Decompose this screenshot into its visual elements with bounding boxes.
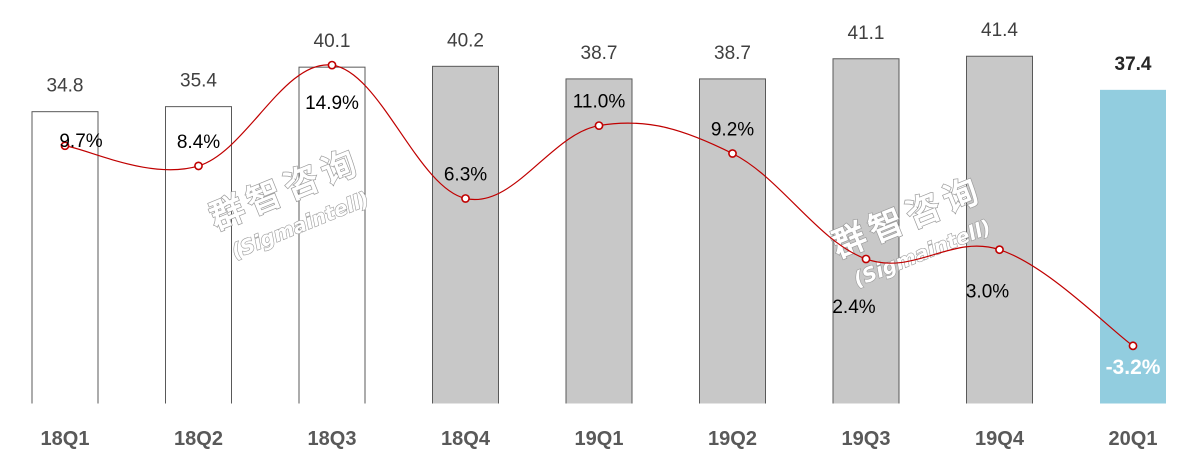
bar-19Q1 [565,78,633,405]
bar-value-label-18Q2: 35.4 [180,71,217,92]
category-label-19Q3: 19Q3 [842,428,891,450]
bar-value-label-18Q3: 40.1 [314,31,351,52]
bar-19Q4 [966,55,1033,405]
growth-marker-18Q2 [194,161,203,171]
bar-18Q1 [31,111,99,405]
growth-rate-markers [60,60,1138,351]
category-labels: 18Q1 18Q2 18Q3 18Q4 19Q1 19Q2 19Q3 19Q4 20Q1 [41,428,1158,450]
bar-19Q2 [699,78,766,405]
growth-label-18Q1: 9.7% [59,131,102,152]
growth-marker-20Q1 [1128,341,1138,351]
bar-value-label-19Q2: 38.7 [714,43,751,64]
category-label-18Q3: 18Q3 [308,428,357,450]
growth-marker-18Q3 [327,60,337,70]
bar-value-label-18Q4: 40.2 [447,30,484,51]
growth-label-19Q2: 9.2% [711,120,754,141]
category-label-19Q2: 19Q2 [708,428,757,450]
bar-18Q3 [298,66,366,405]
bar-value-label-19Q4: 41.4 [981,20,1018,41]
growth-label-19Q1: 11.0% [573,92,626,113]
growth-marker-19Q1 [594,121,604,130]
growth-rate-line [64,64,1134,347]
growth-marker-18Q4 [461,194,470,203]
growth-marker-19Q2 [728,149,737,158]
bar-value-label-19Q3: 41.1 [848,23,885,44]
growth-label-18Q3: 14.9% [305,93,359,114]
growth-rate-labels: 9.7% 8.4% 14.9% 6.3% 11.0% 9.2% 2.4% 3.0% -3.2% [59,92,1160,379]
growth-label-19Q3: 2.4% [832,297,875,318]
category-label-19Q1: 19Q1 [575,428,624,450]
category-label-18Q4: 18Q4 [441,428,491,450]
category-label-19Q4: 19Q4 [975,428,1025,450]
bar-value-labels: 34.8 35.4 40.1 40.2 38.7 38.7 41.1 41.4 37.4 [47,20,1152,96]
growth-marker-19Q3 [861,254,871,264]
category-label-18Q2: 18Q2 [174,428,223,450]
bar-value-label-19Q1: 38.7 [581,43,618,64]
growth-label-18Q2: 8.4% [177,132,220,153]
growth-label-20Q1: -3.2% [1106,356,1161,379]
growth-label-18Q4: 6.3% [444,164,487,185]
bar-18Q2 [165,106,232,405]
bar-18Q4 [432,65,499,405]
bar-20Q1 [1100,89,1166,404]
bar-value-label-18Q1: 34.8 [47,76,84,97]
growth-marker-18Q1 [60,141,70,151]
bar-value-label-20Q1: 37.4 [1115,54,1152,75]
category-label-20Q1: 20Q1 [1109,428,1158,450]
category-label-18Q1: 18Q1 [41,428,90,450]
growth-marker-19Q4 [995,245,1004,255]
bars-group [31,55,1166,405]
growth-label-19Q4: 3.0% [966,282,1009,303]
